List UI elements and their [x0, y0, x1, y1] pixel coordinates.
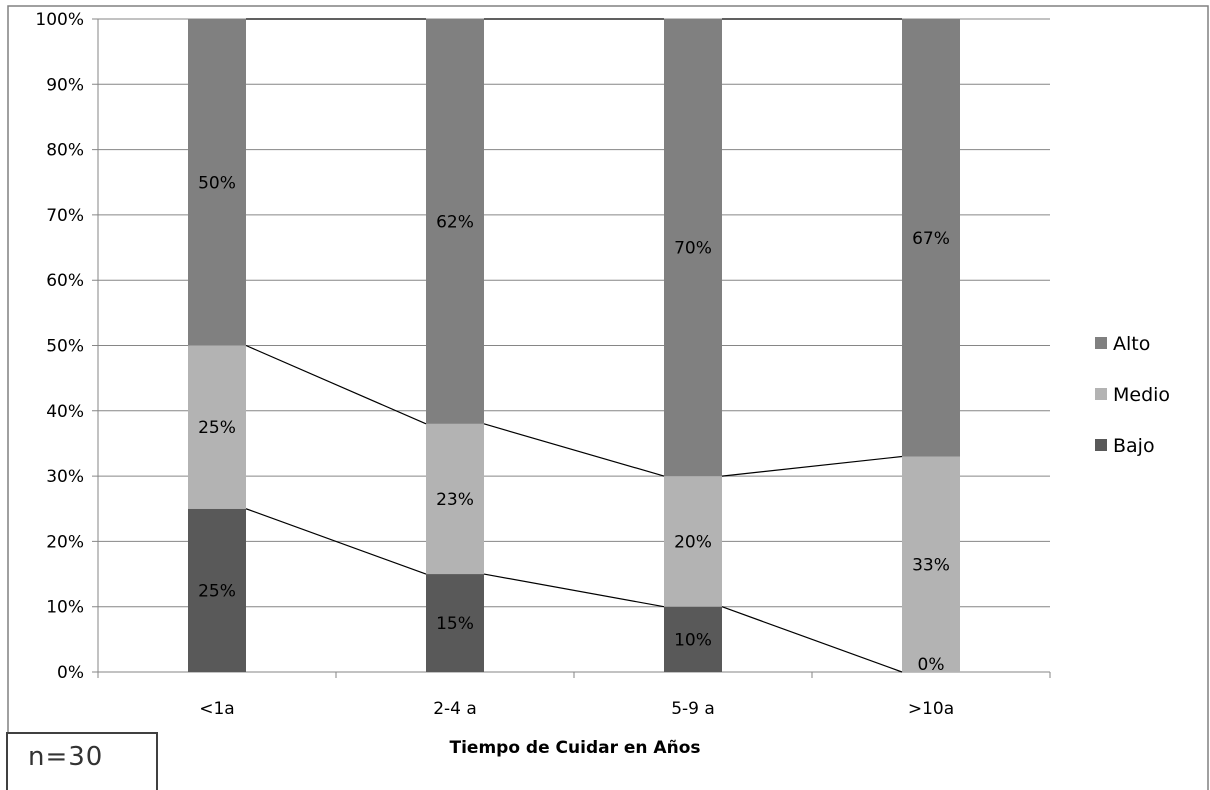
bar-segment-alto [664, 19, 722, 477]
data-label-alto: 70% [674, 239, 712, 259]
series-line [721, 455, 903, 477]
bar-segment-bajo [426, 574, 484, 672]
series-line [245, 344, 427, 425]
legend-swatch [1095, 439, 1107, 451]
y-tick-label: 60% [46, 271, 84, 291]
bar-segment-medio [426, 423, 484, 575]
y-tick-label: 10% [46, 598, 84, 618]
data-label-bajo: 15% [436, 614, 474, 634]
x-tick-label: 5-9 a [671, 699, 715, 719]
legend-label: Bajo [1113, 435, 1155, 457]
y-axis-ticks: 0% 10% 20% 30% 40% 50% 60% 70% 80% 90% 100% [35, 10, 84, 683]
y-tick-label: 50% [46, 337, 84, 357]
y-tick-label: 40% [46, 402, 84, 422]
legend-swatch [1095, 337, 1107, 349]
data-label-alto: 67% [912, 229, 950, 249]
data-label-alto: 50% [198, 173, 236, 193]
bar-segment-bajo [188, 508, 246, 672]
x-tick-label: >10a [908, 699, 954, 719]
y-tick-label: 30% [46, 467, 84, 487]
y-tick-label: 80% [46, 141, 84, 161]
bar-segment-medio [902, 456, 960, 672]
chart-frame [7, 5, 1209, 790]
series-lines [245, 18, 903, 673]
data-label-bajo: 0% [918, 655, 945, 675]
y-tick-label: 20% [46, 532, 84, 552]
x-tick-label: <1a [199, 699, 234, 719]
data-label-bajo: 25% [198, 581, 236, 601]
legend: Alto Medio Bajo [1095, 333, 1170, 457]
series-line [245, 508, 427, 575]
data-label-medio: 23% [436, 490, 474, 510]
y-tick-label: 90% [46, 75, 84, 95]
y-tick-label: 70% [46, 206, 84, 226]
bar-segment-alto [188, 19, 246, 346]
data-label-medio: 33% [912, 555, 950, 575]
bar-segment-medio [664, 476, 722, 607]
data-label-medio: 25% [198, 418, 236, 438]
x-tick-label: 2-4 a [433, 699, 477, 719]
x-axis-ticks: <1a 2-4 a 5-9 a >10a [199, 699, 954, 719]
legend-label: Medio [1113, 384, 1170, 406]
series-line [483, 423, 665, 477]
data-labels: 25% 25% 50% 15% 23% 62% 10% 20% 70% 0% 33% 67% [198, 173, 950, 675]
legend-label: Alto [1113, 333, 1150, 355]
bar-segment-bajo [664, 606, 722, 672]
bar-segment-alto [426, 19, 484, 424]
series-line [721, 606, 903, 673]
sample-size-label: n=30 [28, 742, 104, 772]
data-label-bajo: 10% [674, 630, 712, 650]
y-tick-label: 100% [35, 10, 84, 30]
data-label-medio: 20% [674, 532, 712, 552]
bar-segment-medio [188, 345, 246, 509]
x-axis-title: Tiempo de Cuidar en Años [449, 738, 700, 758]
data-label-alto: 62% [436, 212, 474, 232]
bar-segment-alto [902, 19, 960, 457]
bars [188, 19, 960, 672]
y-tick-label: 0% [57, 663, 84, 683]
series-line [483, 573, 665, 608]
legend-swatch [1095, 388, 1107, 400]
sample-size-box: n=30 [6, 732, 158, 790]
